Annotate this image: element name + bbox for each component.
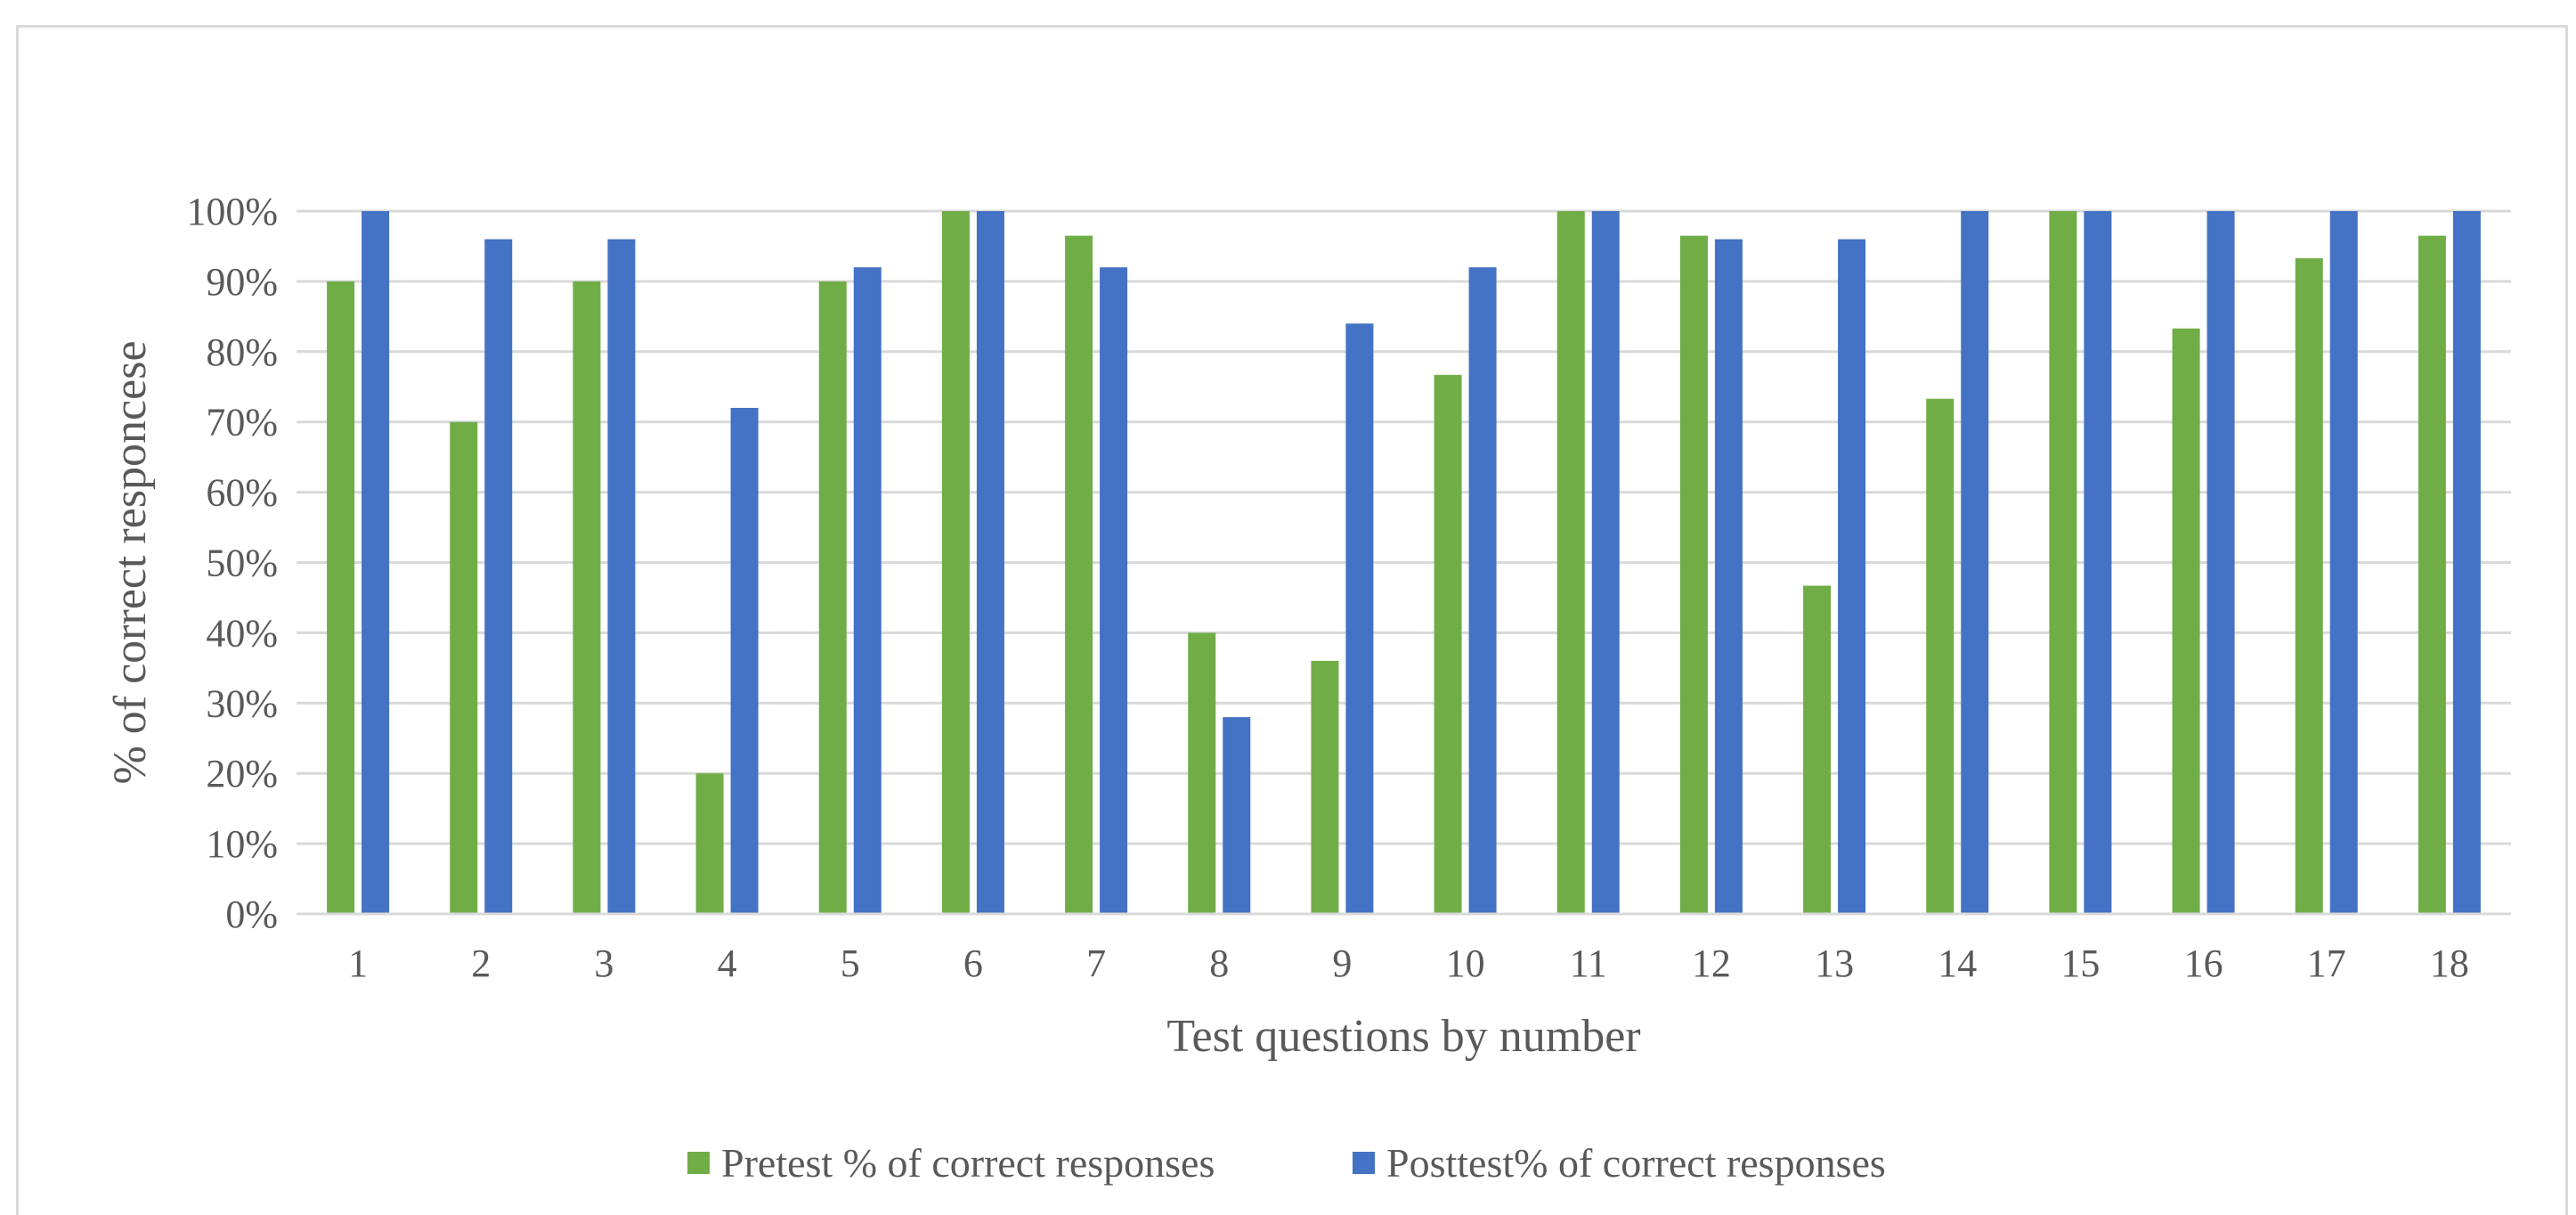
posttest-bar — [1468, 267, 1497, 914]
x-tick-label: 10 — [1446, 942, 1485, 985]
pretest-bar — [327, 281, 355, 914]
y-tick-label: 30% — [206, 681, 278, 725]
posttest-bar — [1591, 211, 1620, 914]
posttest-bar — [484, 239, 513, 914]
y-tick-label: 20% — [206, 752, 278, 795]
pretest-bar — [1803, 585, 1832, 914]
x-tick-label: 14 — [1938, 942, 1977, 985]
y-tick-label: 80% — [206, 330, 278, 374]
posttest-bar — [1961, 211, 1989, 914]
pretest-bar — [2049, 211, 2077, 914]
pretest-bar — [1311, 660, 1339, 914]
gridlines — [297, 209, 2511, 845]
x-tick-label: 18 — [2430, 942, 2469, 985]
posttest-bar — [853, 267, 882, 914]
y-tick-label: 0% — [225, 893, 278, 936]
x-tick-label: 15 — [2060, 942, 2100, 985]
x-tick-label: 4 — [718, 942, 737, 985]
posttest-bar — [1838, 239, 1866, 914]
pretest-bar — [1556, 211, 1585, 914]
y-tick-label: 100% — [186, 190, 278, 233]
y-tick-labels: 0% 10% 20% 30% 40% 50% 60% 70% 80% 90% 100% — [186, 190, 278, 936]
y-tick-label: 90% — [206, 260, 278, 304]
pretest-bar — [2172, 328, 2200, 914]
posttest-bar — [2084, 211, 2112, 914]
y-tick-label: 40% — [206, 611, 278, 655]
x-tick-label: 13 — [1815, 942, 1854, 985]
x-tick-label: 8 — [1209, 942, 1229, 985]
y-tick-label: 50% — [206, 542, 278, 585]
x-tick-label: 6 — [963, 942, 983, 985]
x-tick-label: 11 — [1570, 942, 1607, 985]
x-tick-label: 1 — [348, 942, 368, 985]
pretest-bar — [573, 281, 601, 914]
y-tick-label: 10% — [206, 822, 278, 866]
x-tick-label: 5 — [841, 942, 860, 985]
posttest-bar — [1345, 323, 1374, 914]
pretest-bar — [2418, 235, 2446, 914]
posttest-bar — [607, 239, 636, 914]
bars — [327, 211, 2481, 915]
chart-frame — [16, 25, 2568, 1215]
legend-label: Posttest% of correct responses — [1386, 1140, 1886, 1186]
pretest-bar — [1065, 235, 1093, 914]
posttest-bar — [976, 211, 1004, 914]
x-tick-labels: 1 2 3 4 5 6 7 8 9 10 11 12 13 14 15 16 17 18 — [348, 942, 2469, 985]
posttest-bar — [2206, 211, 2235, 914]
posttest-bar — [2452, 211, 2481, 914]
posttest-bar — [1223, 717, 1251, 914]
x-tick-label: 17 — [2307, 942, 2346, 985]
pretest-bar — [1926, 398, 1954, 915]
pretest-bar — [1188, 632, 1216, 914]
posttest-bar — [1714, 239, 1743, 914]
legend-swatch — [687, 1152, 710, 1174]
posttest-bar — [2329, 211, 2358, 914]
legend: Pretest % of correct responses Posttest% … — [687, 1140, 1886, 1186]
x-axis-title: Test questions by number — [1166, 1011, 1640, 1062]
pretest-bar — [1434, 374, 1462, 914]
posttest-bar — [730, 407, 759, 914]
x-tick-label: 7 — [1086, 942, 1106, 985]
x-tick-label: 2 — [471, 942, 491, 985]
y-tick-label: 70% — [206, 401, 278, 444]
pretest-bar — [2295, 257, 2323, 914]
pretest-bar — [450, 421, 478, 914]
pretest-bar — [1679, 235, 1708, 914]
x-tick-label: 9 — [1332, 942, 1352, 985]
legend-label: Pretest % of correct responses — [721, 1140, 1215, 1186]
y-axis-title: % of correct responcese — [105, 340, 156, 784]
y-tick-label: 60% — [206, 471, 278, 515]
legend-swatch — [1353, 1152, 1375, 1174]
x-tick-label: 3 — [594, 942, 614, 985]
x-tick-label: 12 — [1692, 942, 1731, 985]
pretest-bar — [941, 211, 970, 914]
pretest-bar — [695, 773, 724, 914]
x-tick-label: 16 — [2184, 942, 2223, 985]
posttest-bar — [1100, 267, 1128, 914]
pretest-bar — [818, 281, 847, 914]
posttest-bar — [362, 211, 390, 914]
